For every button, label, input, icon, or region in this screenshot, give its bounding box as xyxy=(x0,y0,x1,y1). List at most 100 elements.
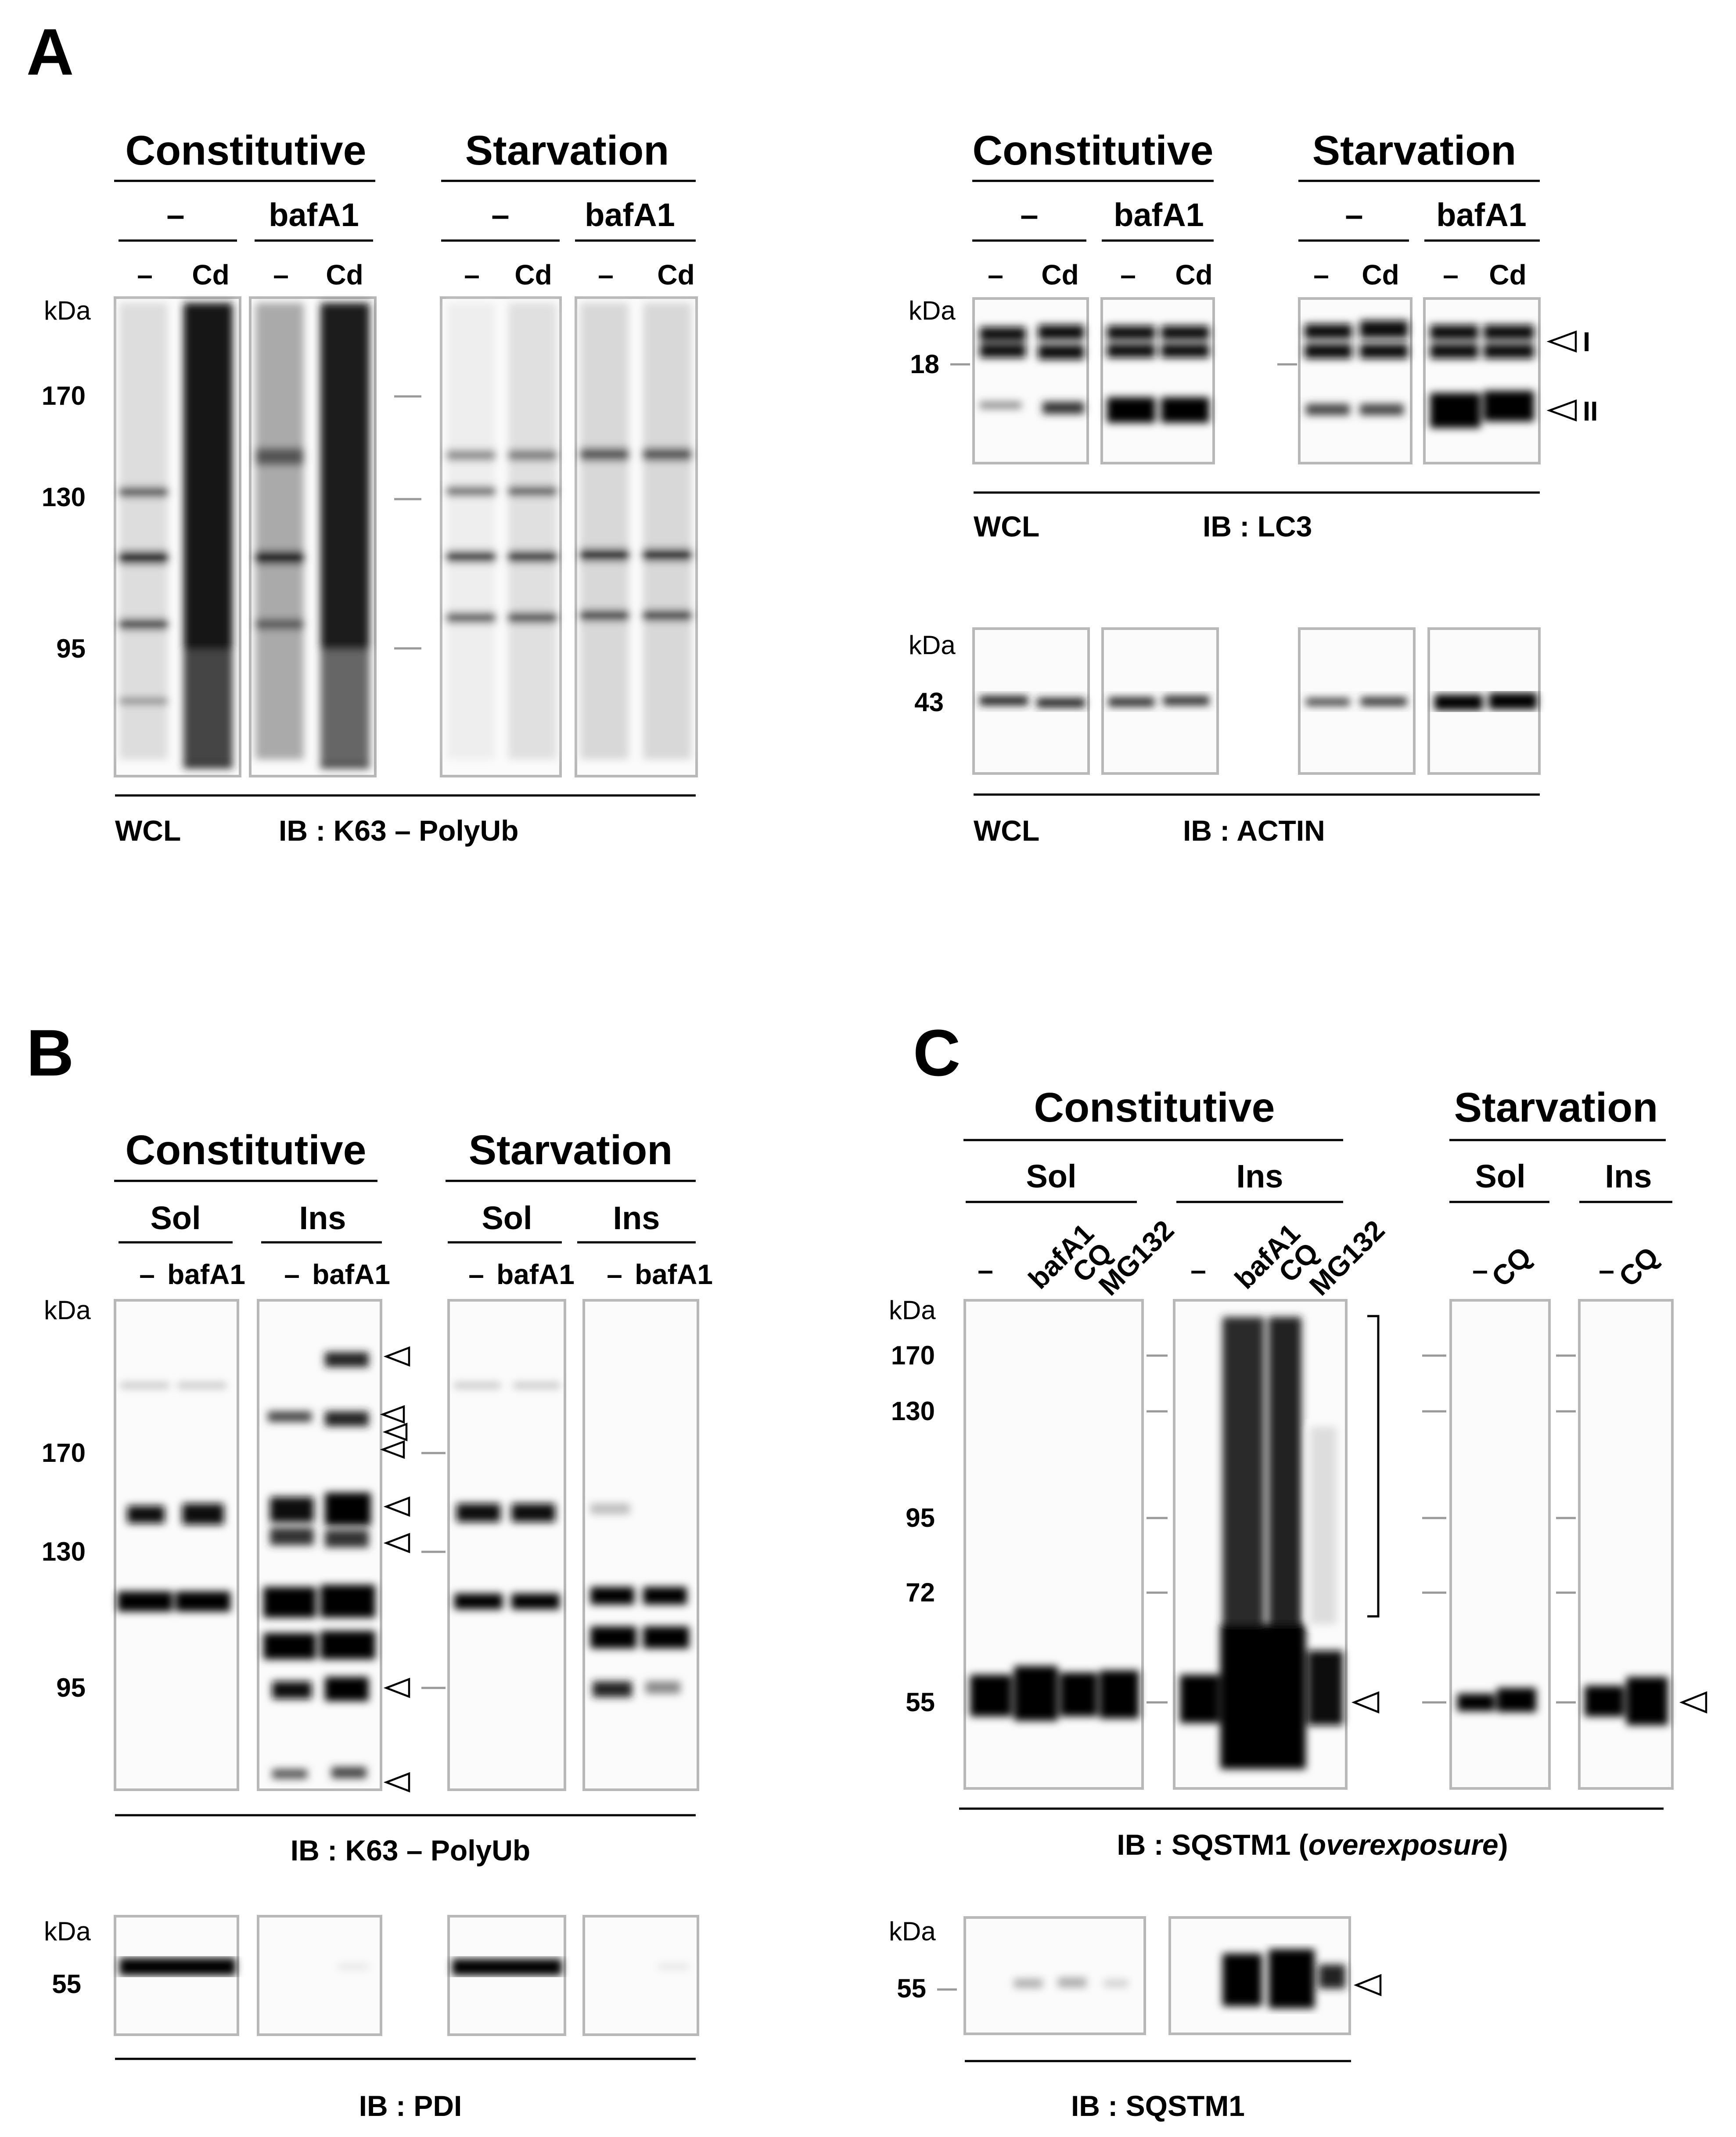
fraction-label-ins: Ins xyxy=(299,1200,346,1236)
lane-label-cd: Cd xyxy=(326,259,363,291)
panel-c-sqstm1-blot: Constitutive Starvation Sol Ins Sol Ins … xyxy=(889,1084,1707,2122)
lane-label-control: – xyxy=(978,1254,993,1286)
lane-label-control: – xyxy=(137,259,153,291)
panel-a-actin-blot: kDa 43 WCL IB : ACTIN xyxy=(909,627,1541,847)
lane-label-control: – xyxy=(1120,259,1136,291)
lane-label-cq: CQ xyxy=(1613,1241,1665,1293)
footer-antibody-k63: IB : K63 – PolyUb xyxy=(279,814,518,847)
group-label-control: – xyxy=(1345,197,1363,233)
group-label-control: – xyxy=(491,197,509,233)
header-constitutive: Constitutive xyxy=(126,1127,367,1173)
unit-label-kda: kDa xyxy=(909,630,956,660)
footer-antibody-k63: IB : K63 – PolyUb xyxy=(291,1834,530,1867)
mw-marker-72: 72 xyxy=(906,1578,935,1607)
panel-label-b: B xyxy=(26,1016,74,1090)
panel-label-a: A xyxy=(26,15,74,89)
arrowhead-lc3-i xyxy=(1546,330,1577,353)
panel-b-k63-blot: Constitutive Starvation Sol Ins Sol Ins … xyxy=(42,1127,713,2122)
pdi-bands xyxy=(119,1958,689,1975)
k63-bands xyxy=(119,303,691,768)
footer-sample-wcl: WCL xyxy=(974,814,1039,847)
lane-label-cq: CQ xyxy=(1485,1241,1538,1293)
unit-label-kda: kDa xyxy=(889,1295,936,1325)
lane-label-cd: Cd xyxy=(1175,259,1212,291)
unit-label-kda: kDa xyxy=(44,296,91,325)
arrowhead-band xyxy=(383,1346,410,1367)
arrowhead-band xyxy=(383,1533,410,1554)
header-constitutive: Constitutive xyxy=(973,127,1214,174)
lane-label-control: – xyxy=(139,1259,155,1290)
group-label-bafa1: bafA1 xyxy=(1436,197,1527,233)
fraction-label-sol: Sol xyxy=(150,1200,201,1236)
lane-label-bafa1: bafA1 xyxy=(312,1259,390,1290)
panel-a-k63-blot: Constitutive Starvation – bafA1 – bafA1 … xyxy=(42,127,698,847)
sqstm1-bands xyxy=(1014,1949,1345,2008)
group-label-bafa1: bafA1 xyxy=(585,197,675,233)
mw-marker-18: 18 xyxy=(910,349,939,379)
footer-sample-wcl: WCL xyxy=(974,510,1039,543)
lane-label-control: – xyxy=(598,259,614,291)
mw-marker-170: 170 xyxy=(42,1438,86,1468)
footer-antibody-pdi: IB : PDI xyxy=(359,2090,462,2122)
lane-label-cd: Cd xyxy=(514,259,552,291)
lane-label-bafa1: bafA1 xyxy=(167,1259,245,1290)
mw-marker-130: 130 xyxy=(42,482,86,512)
mw-marker-130: 130 xyxy=(891,1396,935,1426)
fraction-label-sol: Sol xyxy=(1475,1158,1525,1194)
mw-marker-170: 170 xyxy=(42,381,86,410)
arrowhead-sqstm1 xyxy=(1679,1691,1707,1714)
group-label-control: – xyxy=(166,197,184,233)
mw-marker-95: 95 xyxy=(56,634,86,663)
lc3-form-label-i: I xyxy=(1583,327,1590,357)
fraction-label-ins: Ins xyxy=(613,1200,660,1236)
header-starvation: Starvation xyxy=(1312,127,1517,174)
header-starvation: Starvation xyxy=(1454,1084,1658,1131)
arrowhead-sqstm1 xyxy=(1351,1691,1380,1714)
lane-label-control: – xyxy=(1443,259,1459,291)
header-constitutive: Constitutive xyxy=(126,127,367,174)
arrowhead-band xyxy=(383,1496,410,1517)
group-label-bafa1: bafA1 xyxy=(269,197,359,233)
lane-label-control: – xyxy=(1313,259,1329,291)
lane-label-cd: Cd xyxy=(1041,259,1078,291)
lc3-bands xyxy=(980,320,1534,428)
lane-label-bafa1: bafA1 xyxy=(496,1259,575,1290)
header-starvation: Starvation xyxy=(469,1127,673,1173)
lane-label-cd: Cd xyxy=(192,259,229,291)
header-starvation: Starvation xyxy=(465,127,669,174)
footer-antibody-sqstm1-overexposure: IB : SQSTM1 (overexposure) xyxy=(1117,1828,1508,1861)
mw-marker-130: 130 xyxy=(42,1537,86,1566)
mw-marker-55: 55 xyxy=(897,1974,926,2003)
lane-label-control: – xyxy=(284,1259,300,1290)
header-constitutive: Constitutive xyxy=(1034,1084,1275,1131)
bracket-high-mw-smear xyxy=(1367,1315,1380,1618)
actin-bands xyxy=(980,693,1537,710)
footer-antibody-sqstm1: IB : SQSTM1 xyxy=(1071,2090,1245,2122)
group-label-control: – xyxy=(1020,197,1038,233)
mw-marker-95: 95 xyxy=(906,1503,935,1533)
footer-antibody-actin: IB : ACTIN xyxy=(1183,814,1325,847)
panel-label-c: C xyxy=(913,1016,960,1090)
group-label-bafa1: bafA1 xyxy=(1114,197,1204,233)
lane-label-control: – xyxy=(988,259,1003,291)
k63-insoluble-bands xyxy=(118,1352,689,1779)
lane-label-control: – xyxy=(1599,1254,1614,1286)
panel-a-lc3-blot: Constitutive Starvation – bafA1 – bafA1 … xyxy=(909,127,1598,543)
mw-marker-170: 170 xyxy=(891,1341,935,1370)
footer-sample-wcl: WCL xyxy=(115,814,181,847)
lane-label-control: – xyxy=(468,1259,484,1290)
mw-marker-95: 95 xyxy=(56,1673,86,1702)
mw-marker-55: 55 xyxy=(52,1969,81,1999)
unit-label-kda: kDa xyxy=(44,1917,91,1946)
lane-label-control: – xyxy=(273,259,289,291)
arrowhead-band xyxy=(382,1422,408,1442)
lane-label-cd: Cd xyxy=(1362,259,1399,291)
footer-antibody-lc3: IB : LC3 xyxy=(1203,510,1312,543)
unit-label-kda: kDa xyxy=(909,296,956,325)
arrowhead-band xyxy=(380,1440,405,1459)
mw-marker-55: 55 xyxy=(906,1687,935,1717)
lane-label-control: – xyxy=(1472,1254,1488,1286)
arrowhead-band xyxy=(383,1772,410,1793)
arrowhead-sqstm1 xyxy=(1353,1974,1382,1997)
lane-label-control: – xyxy=(1190,1254,1206,1286)
